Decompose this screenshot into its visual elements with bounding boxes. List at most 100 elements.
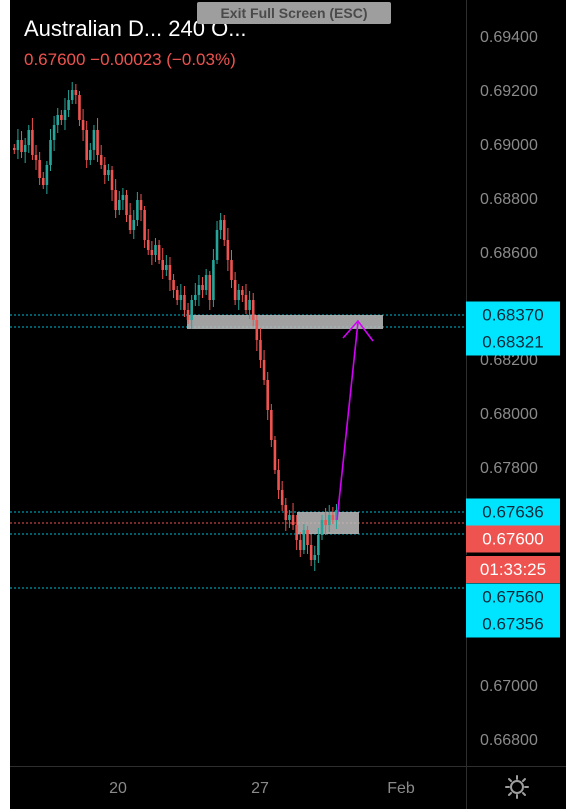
bar-countdown-tag: 01:33:25 [466,555,560,583]
candle-body [331,515,335,520]
candle-body [317,535,320,555]
candle-body [259,340,262,360]
candle-body [172,280,175,290]
candle-body [175,290,179,300]
price-tick: 0.69400 [480,29,538,46]
horizontal-line-price-tag[interactable]: 0.67356 [466,610,560,638]
current-price-tag: 0.67600 [466,525,560,553]
candle-body [161,260,165,270]
horizontal-line-price-tag[interactable]: 0.68370 [466,301,560,329]
horizontal-line-price-tag[interactable]: 0.67560 [466,583,560,611]
candle-body [306,530,309,545]
price-tick: 0.69000 [480,137,538,154]
candle-body [13,148,16,150]
candle-body [241,290,244,295]
candle-body [27,130,31,145]
candle-body [190,300,193,320]
price-tick: 0.67800 [480,460,538,477]
candle-body [266,380,269,410]
candle-body [23,145,27,152]
candle-body [291,515,295,525]
candle-body [273,440,277,470]
candle-body [128,215,132,230]
horizontal-line-price-tag[interactable]: 0.68321 [466,328,560,356]
projection-arrow-head [342,319,374,342]
candle-body [132,220,136,230]
candle-body [110,170,114,190]
candle-body [212,260,215,300]
candle-body [60,115,63,120]
horizontal-line-price-tag[interactable]: 0.67636 [466,498,560,526]
candle-body [31,130,34,155]
price-axis-separator [466,0,467,809]
candle-body [230,260,233,280]
candle-body [194,295,197,300]
candle-body [121,195,125,200]
chart-area[interactable]: Australian D... 240 O... 0.67600 −0.0002… [10,0,566,809]
candle-body [49,140,52,165]
candle-body [165,265,168,270]
price-tick: 0.68800 [480,191,538,208]
price-change-readout: 0.67600 −0.00023 (−0.03%) [24,50,236,69]
candle-body [295,525,298,540]
projection-arrow [336,321,359,521]
candle-body [41,178,45,185]
candle-body [63,110,67,120]
candle-body [186,310,190,320]
candle-body [103,165,107,175]
candle-body [99,155,103,165]
candle-body [262,360,266,380]
candle-body [179,295,183,300]
candle-body [208,275,212,300]
gear-icon[interactable] [504,774,530,800]
candle-body [96,130,99,155]
candle-body [136,200,139,220]
price-tick: 0.68600 [480,245,538,262]
candle-body [204,275,208,290]
candle-body [89,150,92,160]
date-tick: Feb [387,780,415,797]
resistance-zone [187,315,383,329]
candle-body [67,100,70,110]
candle-body [302,530,306,550]
candle-body [201,285,204,290]
candle-body [117,200,121,210]
candle-body [284,505,288,520]
candle-body [251,300,255,320]
candle-body [244,295,248,310]
candle-body [114,190,117,210]
candle-body [313,555,317,560]
candle-body [288,515,291,520]
candle-body [320,520,324,535]
candle-body [277,470,280,490]
candle-body [146,240,150,250]
candle-body [237,290,241,300]
date-tick: 20 [109,780,127,797]
candle-body [309,545,313,560]
candle-body [248,300,251,310]
exit-fullscreen-button[interactable]: Exit Full Screen (ESC) [197,2,391,24]
candle-body [298,540,302,550]
candle-body [92,130,96,150]
price-tick: 0.68000 [480,406,538,423]
price-tick: 0.69200 [480,83,538,100]
candle-body [255,320,259,340]
candle-body [270,410,273,440]
date-tick: 27 [251,780,269,797]
candle-body [233,280,237,300]
candle-body [107,170,110,175]
candle-body [38,160,41,178]
candle-body [143,210,146,240]
candle-body [34,155,38,160]
candle-body [157,245,161,260]
candle-body [74,90,78,95]
date-axis-separator [10,766,566,767]
candle-body [45,165,49,185]
candlestick-plot[interactable] [10,0,466,766]
candle-body [280,490,284,505]
candle-body [20,140,23,152]
candle-body [154,245,157,255]
candle-body [85,130,88,160]
candle-body [52,125,56,140]
candle-body [150,250,154,255]
